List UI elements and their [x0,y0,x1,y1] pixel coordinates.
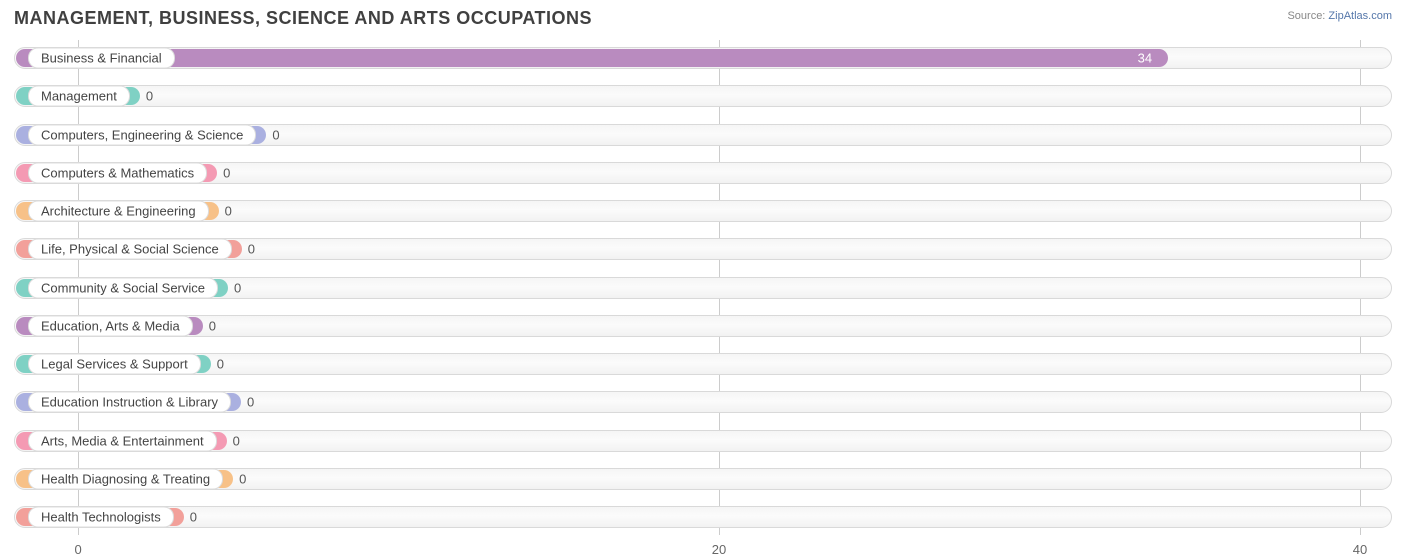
bars-container: Business & Financial34Management0Compute… [14,44,1392,531]
bar-label: Community & Social Service [28,277,218,298]
bar-label: Computers, Engineering & Science [28,124,256,145]
bar-label: Education Instruction & Library [28,392,231,413]
bar-label: Arts, Media & Entertainment [28,430,217,451]
bar-label: Architecture & Engineering [28,201,209,222]
bar-label: Management [28,86,130,107]
bar-value: 0 [225,204,232,219]
bar-value: 0 [209,318,216,333]
source-prefix: Source: [1287,10,1328,22]
bar-label: Business & Financial [28,48,175,69]
bar-value: 34 [1138,51,1152,66]
bar-row: Health Diagnosing & Treating 0 [14,465,1392,493]
bar-label: Life, Physical & Social Science [28,239,232,260]
bar-track [14,315,1392,337]
bar-value: 0 [272,127,279,142]
bar-track [14,85,1392,107]
bar-row: Arts, Media & Entertainment 0 [14,427,1392,455]
bar-row: Education Instruction & Library 0 [14,388,1392,416]
x-tick-label: 20 [712,542,726,557]
bar-row: Computers & Mathematics 0 [14,159,1392,187]
bar-row: Computers, Engineering & Science 0 [14,121,1392,149]
bar-value: 0 [233,433,240,448]
bar-label: Health Diagnosing & Treating [28,468,223,489]
x-tick-label: 40 [1353,542,1367,557]
bar-track [14,162,1392,184]
bar-row: Education, Arts & Media 0 [14,312,1392,340]
bar-value: 0 [239,471,246,486]
bar-track [14,200,1392,222]
bar-row: Health Technologists 0 [14,503,1392,531]
bar-row: Management 0 [14,82,1392,110]
bar-value: 0 [146,89,153,104]
bar-row: Business & Financial 34 [14,44,1392,72]
chart-area: 02040 Business & Financial34Management0C… [14,40,1392,535]
x-tick-label: 0 [74,542,81,557]
bar-label: Health Technologists [28,507,174,528]
bar-value: 0 [248,242,255,257]
bar-label: Education, Arts & Media [28,315,193,336]
bar-track [14,506,1392,528]
bar-fill [16,49,1168,67]
bar-label: Legal Services & Support [28,354,201,375]
bar-row: Architecture & Engineering 0 [14,197,1392,225]
bar-value: 0 [223,165,230,180]
bar-value: 0 [217,357,224,372]
source-link[interactable]: ZipAtlas.com [1328,10,1392,22]
source-attribution: Source: ZipAtlas.com [1287,10,1392,22]
bar-row: Life, Physical & Social Science 0 [14,235,1392,263]
bar-row: Community & Social Service 0 [14,274,1392,302]
bar-value: 0 [234,280,241,295]
bar-value: 0 [190,510,197,525]
bar-label: Computers & Mathematics [28,162,207,183]
bar-row: Legal Services & Support 0 [14,350,1392,378]
bar-value: 0 [247,395,254,410]
chart-title: MANAGEMENT, BUSINESS, SCIENCE AND ARTS O… [0,0,1406,29]
